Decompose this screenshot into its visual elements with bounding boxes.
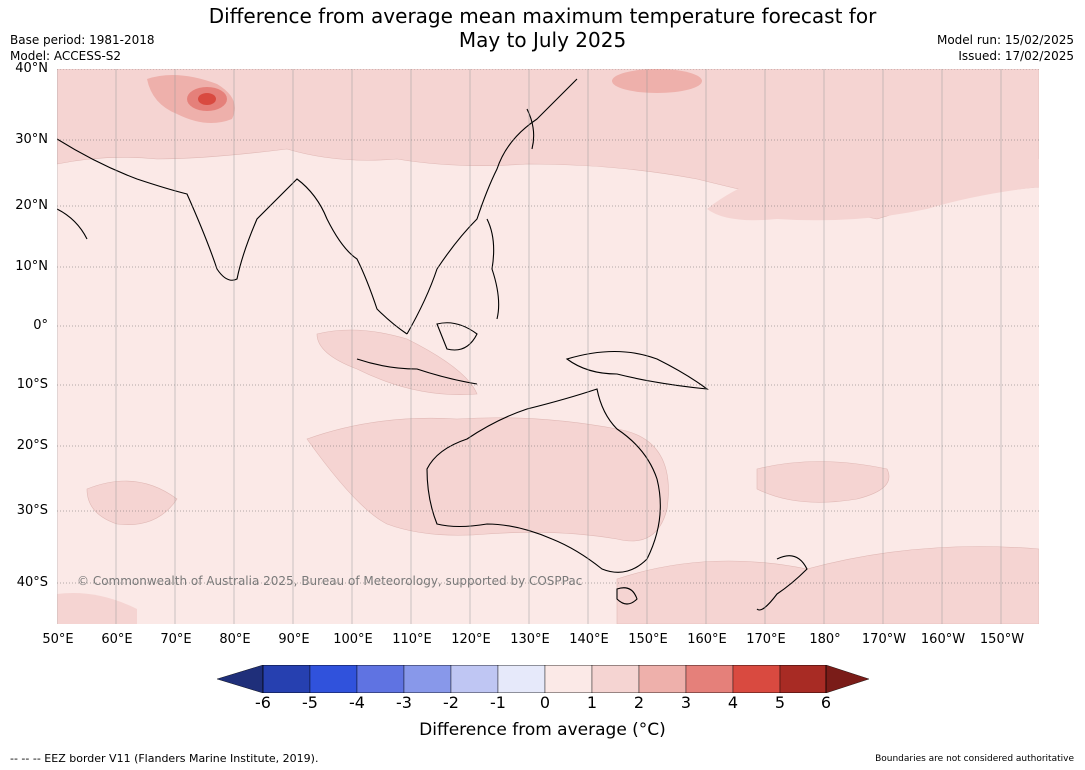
anomaly-southern-ocean <box>616 546 1040 625</box>
title-line-1: Difference from average mean maximum tem… <box>208 4 877 28</box>
coast-japan <box>526 108 535 150</box>
lon-label: 140°E <box>569 632 609 647</box>
map-area <box>56 68 1040 625</box>
colorbar-tick: 3 <box>680 693 692 712</box>
colorbar-swatch <box>309 664 358 694</box>
colorbar-swatch <box>779 664 827 694</box>
colorbar-tick: 4 <box>727 693 739 712</box>
anomaly-pacific-north <box>707 155 1039 221</box>
lon-label: 120°E <box>451 632 491 647</box>
colorbar-tick: -2 <box>443 693 459 712</box>
base-period: Base period: 1981-2018 <box>10 33 155 47</box>
run-info: Model run: 15/02/2025 Issued: 17/02/2025 <box>937 32 1074 64</box>
colorbar-tick: -1 <box>490 693 506 712</box>
lat-label: 40°N <box>15 61 48 76</box>
lat-label: 30°N <box>15 132 48 147</box>
lat-label: 40°S <box>16 575 48 590</box>
lon-label: 90°E <box>278 632 310 647</box>
colorbar-svg <box>216 664 870 694</box>
lon-label: 150°E <box>628 632 668 647</box>
lat-label: 10°N <box>15 259 48 274</box>
map-svg <box>56 68 1040 625</box>
colorbar-tick: 1 <box>586 693 598 712</box>
lon-label: 70°E <box>160 632 192 647</box>
colorbar-tick: -3 <box>396 693 412 712</box>
lon-label: 100°E <box>333 632 373 647</box>
model-info: Base period: 1981-2018 Model: ACCESS-S2 <box>10 32 155 64</box>
lat-label: 0° <box>33 318 48 333</box>
anomaly-south-indian <box>86 480 178 525</box>
colorbar-tick: 2 <box>633 693 645 712</box>
colorbar-label: Difference from average (°C) <box>419 720 666 740</box>
anomaly-java-sea <box>316 329 478 395</box>
lon-label: 60°E <box>101 632 133 647</box>
colorbar-swatch <box>356 664 405 694</box>
coast-east-asia <box>406 78 578 335</box>
colorbar-tick: 5 <box>774 693 786 712</box>
lon-label: 160°E <box>687 632 727 647</box>
issued-date: Issued: 17/02/2025 <box>958 49 1074 63</box>
colorbar-tick: 6 <box>820 693 832 712</box>
lon-label: 180° <box>809 632 841 647</box>
colorbar-swatch <box>450 664 499 694</box>
coast-philippines <box>486 218 500 320</box>
colorbar-tick: -5 <box>302 693 318 712</box>
title-line-2: May to July 2025 <box>458 28 627 52</box>
lat-label: 30°S <box>16 503 48 518</box>
lon-label: 80°E <box>219 632 251 647</box>
model-run: Model run: 15/02/2025 <box>936 33 1074 47</box>
colorbar-swatch <box>732 664 781 694</box>
coast-south-asia <box>56 138 408 335</box>
lon-label: 150°W <box>979 632 1025 647</box>
copyright-notice: © Commonwealth of Australia 2025, Bureau… <box>77 574 583 588</box>
colorbar-tick: -6 <box>255 693 271 712</box>
colorbar-swatch <box>497 664 546 694</box>
colorbar-swatch <box>403 664 452 694</box>
colorbar-swatch <box>638 664 687 694</box>
colorbar-swatch <box>262 664 311 694</box>
coast-borneo <box>436 322 478 351</box>
colorbar <box>216 664 870 697</box>
lon-label: 130°E <box>510 632 550 647</box>
lon-label: 170°E <box>746 632 786 647</box>
coast-new-guinea <box>565 350 709 390</box>
lat-label: 10°S <box>16 377 48 392</box>
model-name: Model: ACCESS-S2 <box>10 49 122 63</box>
colorbar-tick: -4 <box>349 693 365 712</box>
colorbar-swatch <box>544 664 593 694</box>
meridians <box>56 69 1002 624</box>
lon-label: 50°E <box>42 632 74 647</box>
lon-label: 170°W <box>861 632 907 647</box>
colorbar-tick: 0 <box>539 693 551 712</box>
anomaly-2-3-pacific <box>612 69 702 93</box>
coast-tasmania <box>616 587 638 605</box>
anomaly-sw-corner <box>57 593 137 624</box>
anomaly-tasman <box>756 461 890 503</box>
lon-label: 110°E <box>392 632 432 647</box>
boundaries-note: Boundaries are not considered authoritat… <box>875 754 1074 764</box>
colorbar-extend-low <box>216 664 264 694</box>
map-title: Difference from average mean maximum tem… <box>0 4 1085 52</box>
coast-sumatra-java <box>356 358 478 385</box>
lat-label: 20°N <box>15 198 48 213</box>
anomaly-4-5-himalaya <box>198 93 216 105</box>
colorbar-extend-high <box>825 664 870 694</box>
eez-note: -- -- -- EEZ border V11 (Flanders Marine… <box>10 752 319 765</box>
lat-label: 20°S <box>16 438 48 453</box>
lon-label: 160°W <box>920 632 966 647</box>
coast-arabia <box>56 208 88 240</box>
colorbar-swatch <box>685 664 734 694</box>
colorbar-swatch <box>591 664 640 694</box>
